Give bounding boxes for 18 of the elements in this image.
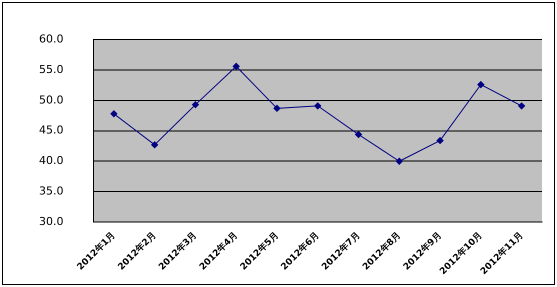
point [232, 62, 240, 70]
point [355, 130, 362, 138]
y-tick-label: 55.0 [38, 62, 64, 76]
y-tick-label: 45.0 [38, 124, 64, 137]
point [273, 104, 280, 112]
point [151, 141, 158, 148]
point [436, 137, 444, 144]
point [192, 101, 199, 108]
y-tick-label: 60.0 [38, 32, 64, 46]
y-tick-label: 35.0 [38, 184, 64, 198]
point [518, 102, 526, 110]
point [314, 102, 322, 110]
point [477, 81, 484, 88]
y-tick-label: 30.0 [38, 214, 64, 228]
point [396, 158, 403, 165]
y-tick-label: 40.0 [38, 154, 64, 168]
y-tick-label: 50.0 [38, 93, 64, 106]
point [110, 110, 118, 118]
